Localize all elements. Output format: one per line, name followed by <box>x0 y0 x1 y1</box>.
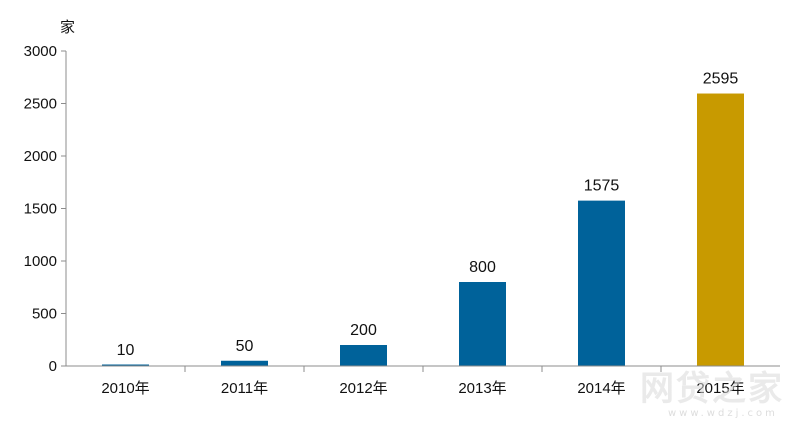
bars <box>102 93 744 367</box>
x-tick-label: 2015年 <box>696 380 744 397</box>
data-label: 800 <box>469 259 496 276</box>
bar <box>697 93 744 367</box>
watermark: 网贷之家 www.wdzj.com <box>640 369 784 419</box>
data-labels: 10 50 200 800 1575 2595 <box>117 71 739 359</box>
bar <box>102 364 149 366</box>
y-tick-label: 2000 <box>24 148 57 165</box>
x-axis-ticks: 2010年 2011年 2012年 2013年 2014年 2015年 <box>101 366 745 397</box>
data-label: 50 <box>236 338 254 355</box>
x-tick-label: 2010年 <box>101 380 149 397</box>
y-tick-label: 3000 <box>24 43 57 60</box>
watermark-subtext: www.wdzj.com <box>668 408 778 419</box>
data-label: 10 <box>117 342 135 359</box>
bar <box>459 282 506 366</box>
y-tick-label: 1500 <box>24 201 57 218</box>
x-tick-label: 2012年 <box>339 380 387 397</box>
bar <box>578 200 625 366</box>
y-tick-label: 500 <box>32 306 57 323</box>
bar <box>221 360 268 366</box>
x-tick-label: 2014年 <box>577 380 625 397</box>
y-tick-label: 0 <box>49 358 57 375</box>
watermark-text: 网贷之家 <box>640 369 784 409</box>
y-axis-unit-label: 家 <box>60 18 75 36</box>
data-label: 1575 <box>584 178 620 195</box>
x-tick-label: 2013年 <box>458 380 506 397</box>
y-axis-ticks: 0 500 1000 1500 2000 2500 3000 <box>24 43 66 375</box>
x-tick-label: 2011年 <box>221 380 268 397</box>
y-tick-label: 1000 <box>24 253 57 270</box>
data-label: 200 <box>350 322 377 339</box>
bar <box>340 345 387 366</box>
data-label: 2595 <box>703 71 739 88</box>
y-tick-label: 2500 <box>24 96 57 113</box>
